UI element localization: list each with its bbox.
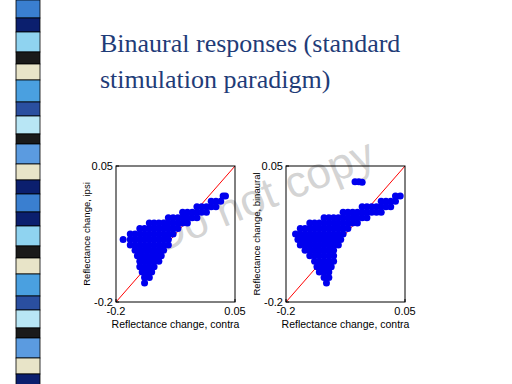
decor-block (16, 194, 40, 212)
scatter-point (217, 198, 224, 205)
plot: -0.20.05-0.20.05Reflectance change, cont… (251, 160, 416, 330)
slide-title: Binaural responses (standard stimulation… (100, 26, 470, 98)
decor-block (16, 102, 40, 116)
identity-line (286, 166, 405, 302)
decor-block (16, 0, 40, 18)
decor-block (16, 64, 40, 80)
scatter-point (323, 279, 330, 286)
scatter-point (363, 214, 370, 221)
decor-block (16, 274, 40, 296)
scatter-point (193, 214, 200, 221)
scatter-point (146, 274, 153, 281)
scatter-point (212, 203, 219, 210)
scatter-point (155, 258, 162, 265)
x-tick-label: 0.05 (224, 305, 245, 317)
decor-block (16, 310, 40, 328)
scatter-point (174, 225, 181, 232)
decor-block (16, 226, 40, 246)
scatter-point (392, 198, 399, 205)
decor-block (16, 116, 40, 134)
scatter-point (359, 179, 366, 186)
decor-block (16, 338, 40, 358)
decor-block (16, 374, 40, 384)
y-tick-label: -0.2 (264, 296, 283, 308)
y-axis-label: Reflectance change, binaural (251, 172, 262, 295)
scatter-point (170, 231, 177, 238)
y-tick (286, 166, 289, 167)
decor-block (16, 328, 40, 338)
scatter-point (344, 225, 351, 232)
y-tick (116, 302, 119, 303)
y-tick (286, 302, 289, 303)
plot-area (286, 166, 405, 302)
decor-block (16, 164, 40, 180)
plot-frame (116, 166, 235, 302)
scatter-point (354, 220, 361, 227)
decor-block (16, 52, 40, 64)
decor-strip (16, 0, 40, 384)
decor-block (16, 180, 40, 194)
decor-block (16, 296, 40, 310)
identity-line (116, 166, 235, 302)
scatter-point (165, 241, 172, 248)
scatter-point (387, 203, 394, 210)
plot-area (116, 166, 235, 302)
decor-block (16, 358, 40, 374)
x-axis-label: Reflectance change, contra (112, 318, 240, 330)
y-tick-label: 0.05 (92, 160, 113, 172)
scatter-point (184, 220, 191, 227)
decor-block (16, 144, 40, 164)
x-tick (235, 299, 236, 302)
y-tick (116, 166, 119, 167)
decor-block (16, 246, 40, 258)
scatter-point (222, 192, 229, 199)
watermark: Do not copy (145, 128, 381, 261)
y-tick-label: -0.2 (94, 296, 113, 308)
decor-block (16, 32, 40, 52)
scatter-point (203, 209, 210, 216)
decor-block (16, 134, 40, 144)
y-tick-label: 0.05 (262, 160, 283, 172)
x-tick-label: 0.05 (394, 305, 415, 317)
decor-block (16, 18, 40, 32)
decor-block (16, 258, 40, 274)
x-axis-label: Reflectance change, contra (282, 318, 410, 330)
decor-block (16, 212, 40, 226)
y-axis-label: Reflectance change, ipsi (81, 182, 92, 286)
decor-block (16, 80, 40, 102)
scatter-point (141, 279, 148, 286)
scatter-point (120, 236, 127, 243)
slide-canvas: Do not copy-0.20.05-0.20.05Reflectance c… (0, 0, 512, 384)
x-tick (405, 299, 406, 302)
scatter-point (378, 209, 385, 216)
scatter-point (397, 192, 404, 199)
plot-frame (286, 166, 405, 302)
plot: -0.20.05-0.20.05Reflectance change, cont… (81, 160, 246, 330)
scatter-point (335, 241, 342, 248)
